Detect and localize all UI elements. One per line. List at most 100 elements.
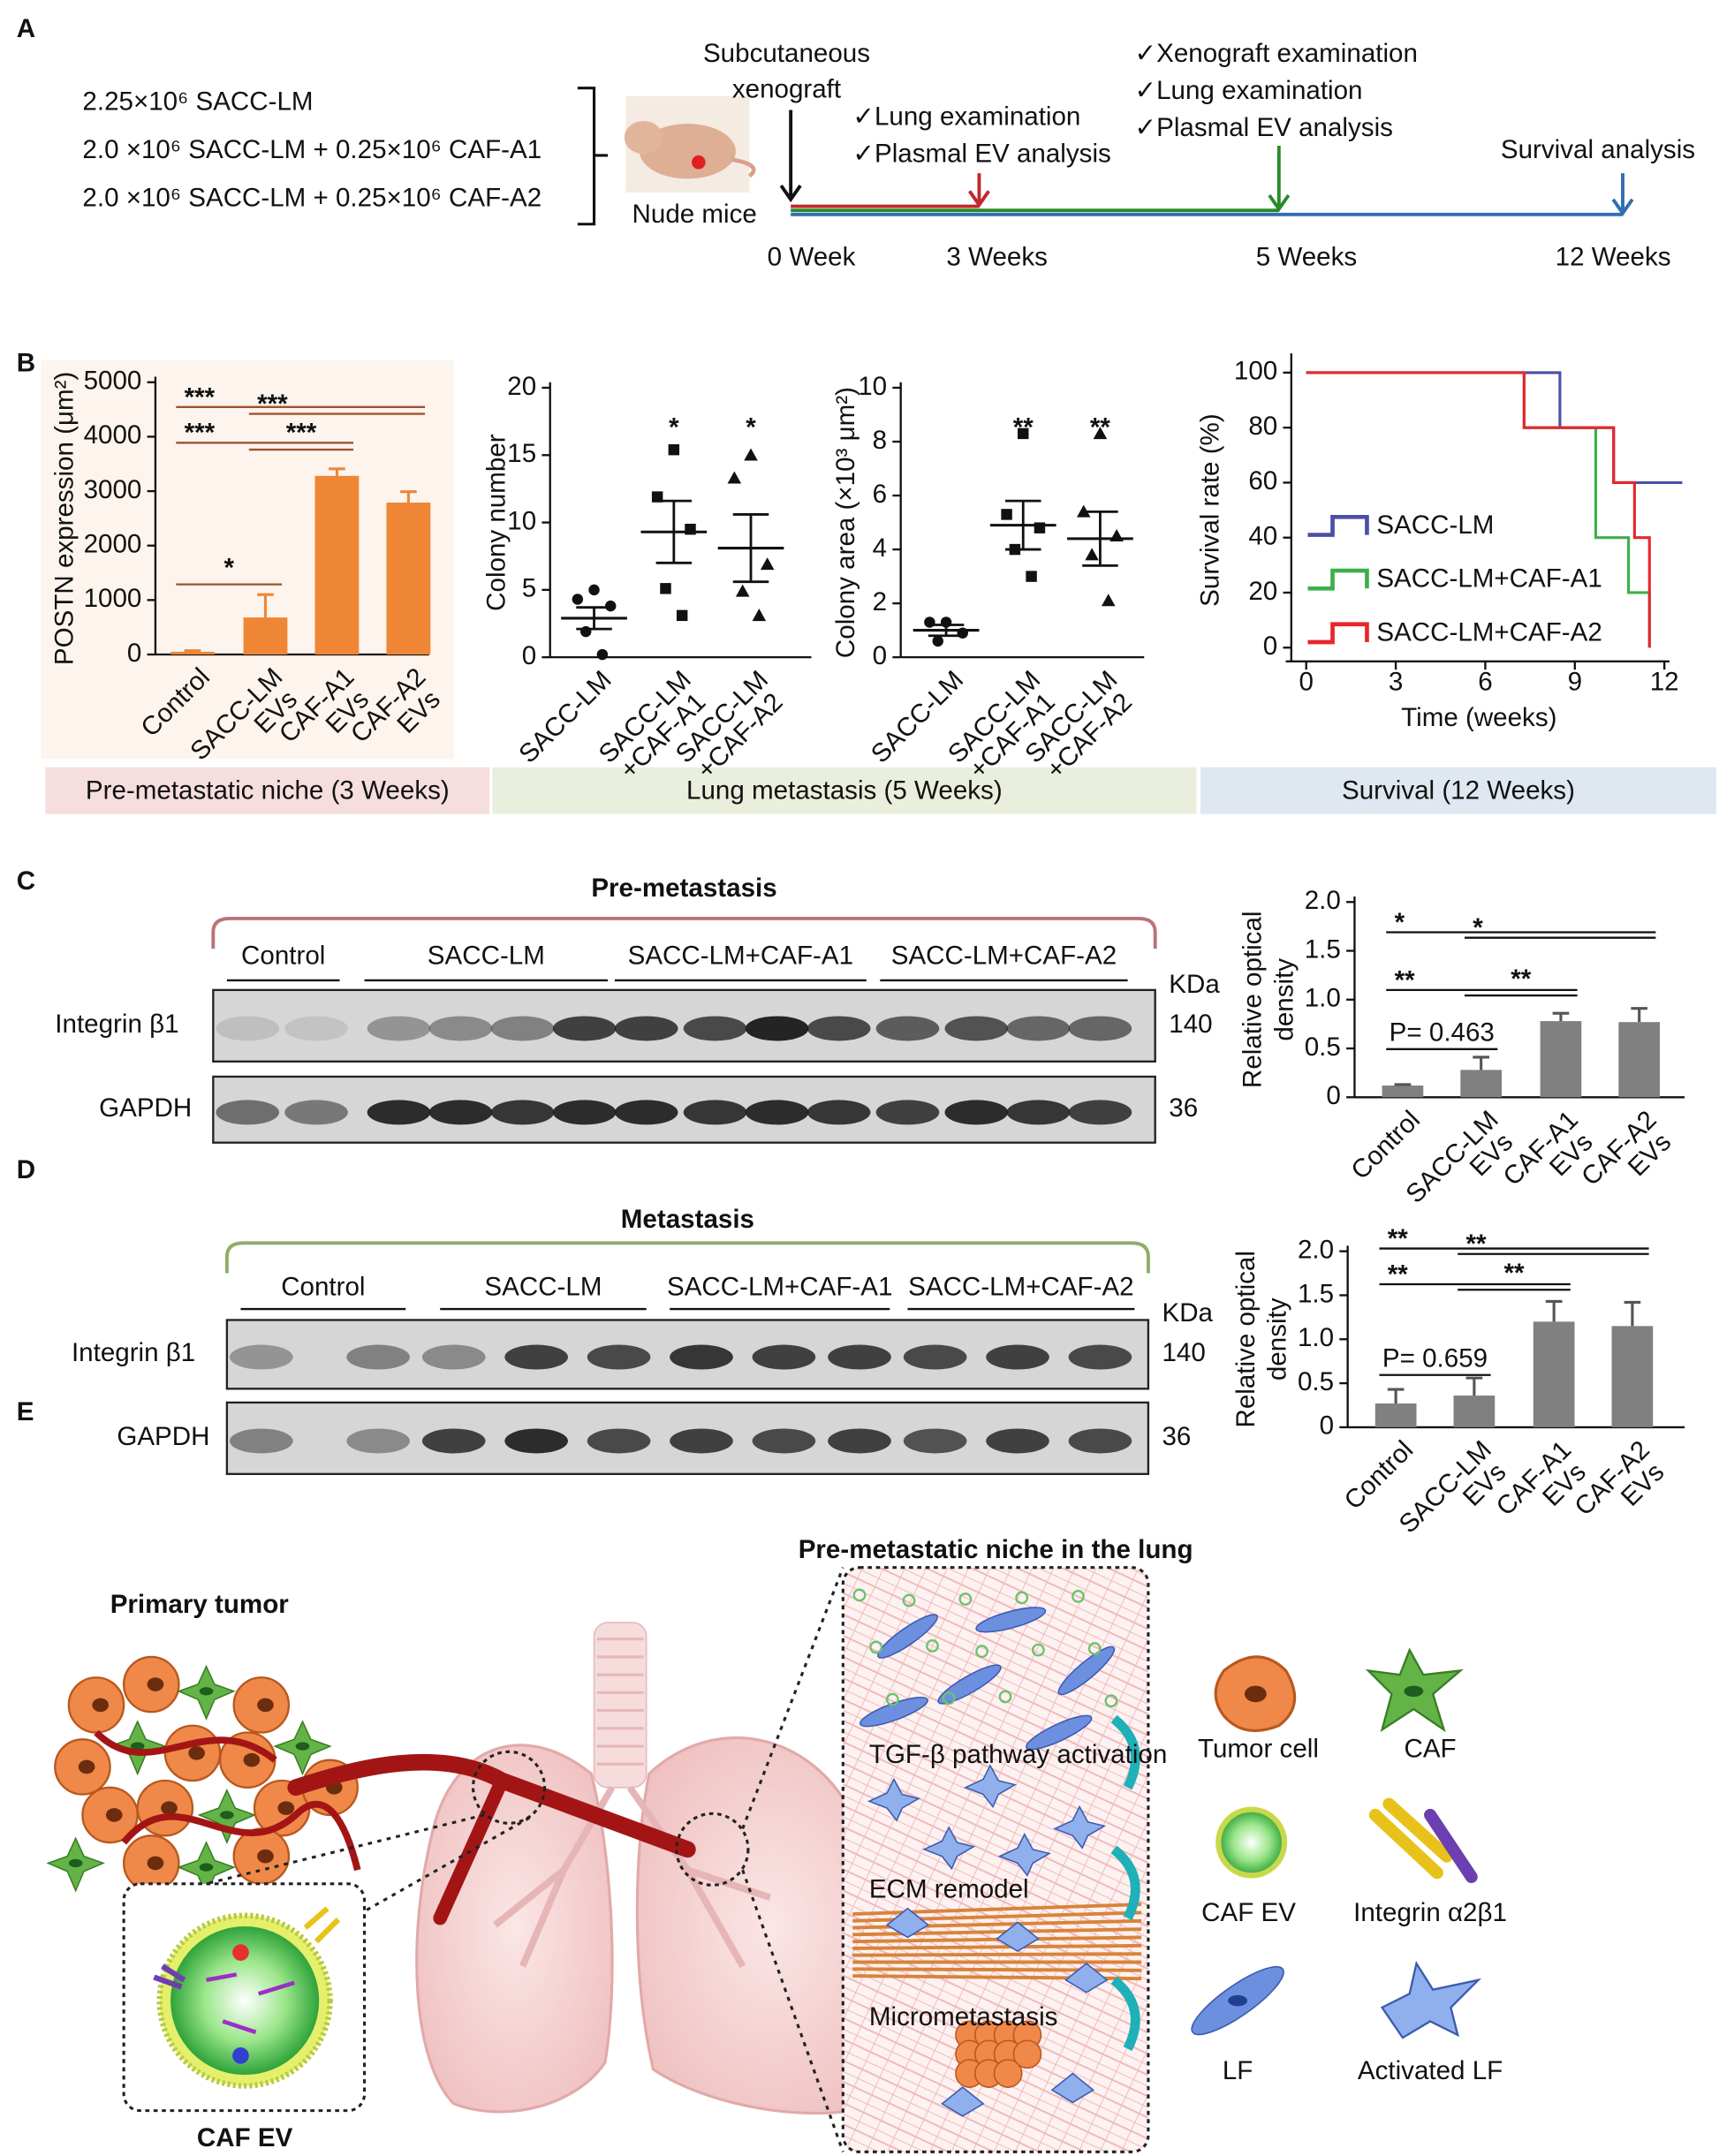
event-label: ✓Lung examination bbox=[852, 102, 1080, 132]
blot-band bbox=[683, 1100, 747, 1125]
blot-band bbox=[1006, 1100, 1071, 1125]
data-point bbox=[1018, 427, 1029, 440]
stage-band bbox=[1200, 767, 1716, 814]
group-label: 2.0 ×10⁶ SACC-LM + 0.25×10⁶ CAF-A2 bbox=[82, 184, 541, 213]
blot-band bbox=[944, 1100, 1009, 1125]
y-tick-label: 20 bbox=[1248, 577, 1277, 606]
y-tick-label: 60 bbox=[1248, 466, 1277, 496]
ev-particle bbox=[1072, 1590, 1085, 1603]
error-bar bbox=[1394, 1083, 1412, 1086]
blot-band bbox=[490, 1100, 555, 1125]
integrin-on-ev bbox=[303, 1906, 341, 1944]
data-point bbox=[676, 609, 688, 622]
blot-band bbox=[806, 1100, 871, 1125]
y-axis-label: Relative optical bbox=[1231, 1251, 1261, 1427]
blot-band bbox=[683, 1016, 747, 1041]
y-tick-label: 80 bbox=[1248, 412, 1277, 441]
zoom-ring bbox=[675, 1812, 750, 1887]
significance-label: * bbox=[1473, 913, 1483, 942]
significance-label: *** bbox=[286, 419, 317, 448]
ev-protein bbox=[232, 1944, 249, 1961]
significance-label: * bbox=[223, 553, 234, 582]
blot-band bbox=[230, 1428, 293, 1454]
error-bar bbox=[1473, 1055, 1489, 1070]
lane-group-label: Control bbox=[241, 941, 325, 970]
error-bar bbox=[576, 606, 612, 631]
blot-band bbox=[428, 1100, 493, 1125]
blot-band bbox=[346, 1344, 410, 1370]
x-tick-label: 12 bbox=[1650, 668, 1679, 697]
blot-band bbox=[903, 1428, 967, 1454]
y-axis-label: Survival rate (%) bbox=[1195, 413, 1224, 607]
blot-band bbox=[552, 1100, 617, 1125]
significance-label: ** bbox=[1090, 413, 1111, 443]
nucleus bbox=[243, 1752, 261, 1767]
blot-band bbox=[284, 1100, 348, 1125]
y-tick-label: 4 bbox=[873, 533, 887, 563]
survival-line bbox=[1306, 371, 1651, 648]
y-tick-label: 1.0 bbox=[1298, 1323, 1334, 1352]
activated-lf bbox=[1050, 2072, 1095, 2104]
blot-band bbox=[903, 1344, 967, 1370]
y-tick-label: 5 bbox=[522, 574, 536, 603]
activated-lf bbox=[941, 2086, 985, 2117]
significance-label: P= 0.463 bbox=[1390, 1017, 1495, 1047]
blot-band bbox=[828, 1344, 891, 1370]
lane-group-label: SACC-LM+CAF-A1 bbox=[628, 941, 853, 970]
blot-band bbox=[367, 1016, 431, 1041]
blot-bracket bbox=[211, 916, 1157, 949]
ev-particle bbox=[885, 1692, 899, 1706]
y-tick-label: 2000 bbox=[84, 530, 142, 559]
legend-label: CAF bbox=[1404, 1735, 1456, 1764]
lf-cell bbox=[877, 1614, 938, 1659]
y-tick-label: 1000 bbox=[84, 584, 142, 613]
bar bbox=[1533, 1321, 1575, 1427]
bar bbox=[1382, 1086, 1424, 1098]
data-point bbox=[1101, 594, 1116, 607]
nucleus bbox=[147, 1856, 164, 1871]
blot-band bbox=[1068, 1344, 1132, 1370]
blot-band bbox=[552, 1016, 617, 1041]
y-tick-label: 4000 bbox=[84, 420, 142, 450]
bar bbox=[1453, 1396, 1496, 1427]
blot-band bbox=[614, 1016, 678, 1041]
blot-band bbox=[284, 1016, 348, 1041]
blot-band bbox=[875, 1016, 940, 1041]
group-label: 2.25×10⁶ SACC-LM bbox=[82, 87, 313, 117]
y-tick-label: 2.0 bbox=[1305, 886, 1341, 915]
step-arrow bbox=[1110, 1976, 1140, 2052]
bronchi bbox=[493, 1785, 772, 1969]
y-tick-label: 1.5 bbox=[1298, 1279, 1334, 1308]
nucleus bbox=[295, 1742, 310, 1751]
y-tick-label: 10 bbox=[507, 506, 536, 535]
nucleus bbox=[161, 1801, 178, 1815]
size-label: 140 bbox=[1169, 1010, 1212, 1039]
significance-label: ** bbox=[1388, 1224, 1409, 1253]
week-label: 3 Weeks bbox=[946, 242, 1047, 271]
x-axis-label: Time (weeks) bbox=[1401, 703, 1556, 732]
nucleus bbox=[257, 1849, 274, 1864]
y-tick-label: 0 bbox=[1326, 1081, 1340, 1110]
x-tick-label: 3 bbox=[1389, 668, 1403, 697]
legend-ev bbox=[1215, 1806, 1288, 1879]
y-tick-label: 0 bbox=[873, 641, 887, 670]
significance-label: * bbox=[669, 413, 679, 443]
nucleus bbox=[188, 1746, 205, 1760]
animal-label: Nude mice bbox=[632, 200, 757, 229]
error-bar bbox=[1631, 1007, 1648, 1023]
ev-particle bbox=[852, 1588, 867, 1602]
bar bbox=[243, 617, 288, 655]
data-point bbox=[588, 584, 600, 596]
activated-lf bbox=[867, 1777, 920, 1822]
blot-band bbox=[745, 1016, 809, 1041]
ev-lumen bbox=[170, 1926, 320, 2076]
niche-box bbox=[841, 1566, 1150, 2153]
step-label: TGF-β pathway activation bbox=[869, 1740, 1167, 1769]
significance-label: ** bbox=[1511, 965, 1532, 994]
ecm-fiber bbox=[852, 1952, 1142, 1957]
data-point bbox=[1093, 427, 1108, 440]
blot-band bbox=[1068, 1016, 1132, 1041]
y-tick-label: 6 bbox=[873, 480, 887, 509]
error-bar bbox=[400, 490, 417, 503]
